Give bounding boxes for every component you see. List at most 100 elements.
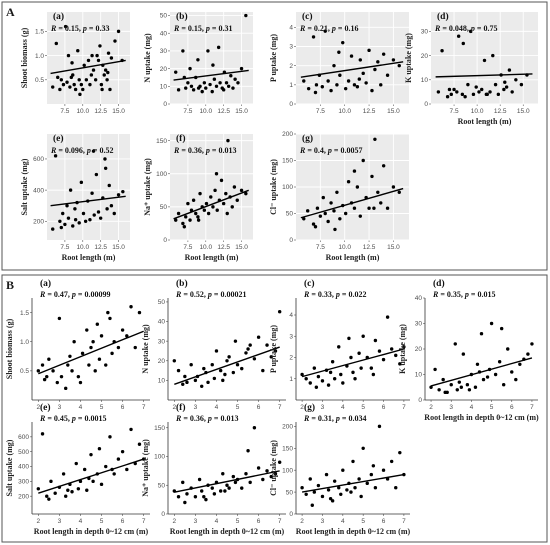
stat-sep: , (204, 290, 208, 299)
stat-r-symbol: R (303, 290, 310, 299)
data-point (108, 435, 112, 439)
stat-eq: = (305, 24, 314, 33)
data-point (324, 472, 329, 477)
data-point (373, 67, 377, 72)
data-point (436, 90, 441, 94)
x-tick-label: 6 (257, 404, 261, 411)
y-tick-label: 1.5 (20, 310, 29, 317)
stat-eq: = (210, 146, 219, 155)
data-point (184, 215, 188, 219)
data-point (239, 188, 244, 193)
data-point (441, 377, 445, 382)
data-point (70, 369, 74, 373)
data-point (73, 87, 78, 92)
data-point (377, 349, 382, 353)
data-point (95, 53, 99, 58)
y-tick-label: 40 (160, 30, 168, 37)
stat-annotation: R = 0.096, p = 0.52 (50, 146, 113, 155)
data-point (346, 79, 351, 83)
stat-sep: , (202, 146, 206, 155)
y-tick-label: 10 (160, 84, 168, 91)
data-point (506, 347, 510, 351)
data-point (45, 374, 49, 379)
regression-line (301, 348, 405, 378)
data-point (493, 372, 498, 377)
data-point (379, 83, 383, 87)
data-point (65, 204, 69, 208)
y-axis-title: Cl⁻ uptake (mg) (269, 440, 278, 496)
stat-annotation: R = 0.15, p = 0.33 (50, 24, 109, 33)
stat-r-symbol: R (50, 24, 57, 33)
y-tick-label: 200 (33, 218, 44, 225)
data-point (181, 382, 185, 387)
data-point (182, 225, 187, 229)
data-point (491, 53, 495, 58)
data-point (379, 201, 383, 205)
data-point (65, 80, 69, 84)
y-axis-title: Salt uptake (mg) (20, 158, 29, 215)
data-point (197, 477, 202, 482)
data-point (457, 380, 462, 384)
data-point (335, 83, 339, 87)
data-point (120, 449, 125, 454)
data-point (125, 334, 129, 338)
data-point (188, 66, 192, 71)
regression-line (174, 346, 280, 385)
data-point (116, 193, 121, 197)
y-tick-label: 20 (415, 346, 423, 353)
data-point (225, 359, 229, 363)
data-point (68, 85, 72, 89)
data-point (104, 363, 108, 367)
data-point (248, 480, 252, 485)
data-point (96, 58, 101, 63)
y-tick-label: 100 (154, 454, 165, 461)
data-point (358, 214, 362, 218)
stat-p-value: 0.0057 (340, 146, 362, 155)
data-point (341, 381, 345, 385)
data-point (91, 68, 96, 72)
y-tick-label: 50 (286, 489, 294, 496)
data-point (185, 492, 189, 496)
data-point (473, 385, 478, 389)
y-axis-title: P uptake (mg) (269, 325, 278, 373)
data-point (332, 479, 337, 483)
y-axis-title: Cl⁻ uptake (mg) (269, 159, 278, 215)
x-tick-label: 7 (402, 518, 406, 525)
data-point (337, 50, 341, 54)
data-point (189, 84, 194, 89)
stat-annotation: R = 0.4, p = 0.0057 (299, 146, 362, 155)
data-point (468, 29, 473, 34)
data-point (82, 63, 86, 67)
x-tick-label: 5 (361, 518, 365, 525)
x-axis-title: Root length in depth 0~12 cm (m) (170, 527, 285, 536)
data-point (221, 201, 226, 206)
y-tick-label: 30 (415, 321, 423, 328)
stat-eq: = (45, 414, 54, 423)
data-point (314, 385, 319, 389)
y-tick-label: 400 (33, 187, 44, 194)
data-point (463, 95, 467, 99)
x-tick-label: 3 (194, 404, 198, 411)
data-point (305, 209, 310, 213)
data-point (57, 316, 62, 321)
data-point (479, 332, 484, 336)
x-tick-label: 10.0 (199, 244, 212, 251)
regression-line (174, 470, 280, 493)
chart-panel-a-c: 7.5 10.0 12.5 15.0 0 1 2 3 4 (c) R = 0.21, p = 0.1… (269, 11, 409, 115)
x-tick-label: 3 (58, 404, 62, 411)
stat-r-value: 0.096 (65, 146, 83, 155)
data-point (105, 78, 109, 82)
data-point (212, 376, 217, 381)
stat-r-value: 0.47 (54, 290, 68, 299)
stat-eq: = (212, 290, 221, 299)
y-tick-label: 150 (282, 158, 293, 165)
stat-eq: = (336, 24, 345, 33)
data-point (357, 351, 361, 355)
data-point (357, 477, 361, 481)
y-tick-label: 0.5 (35, 77, 44, 84)
data-point (504, 85, 509, 89)
data-point (398, 362, 402, 366)
data-point (189, 362, 193, 367)
data-point (373, 137, 377, 141)
data-point (91, 479, 95, 484)
